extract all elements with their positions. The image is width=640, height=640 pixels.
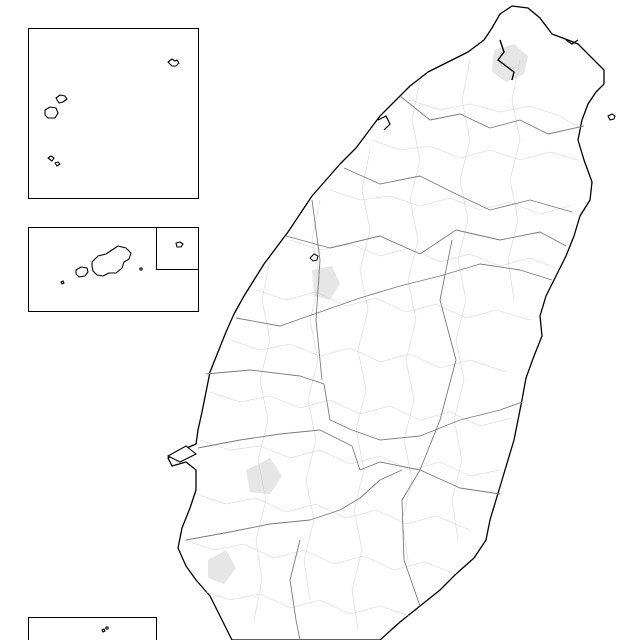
district-line bbox=[329, 189, 571, 215]
danshui-river bbox=[497, 39, 515, 81]
county-border bbox=[289, 539, 301, 640]
island-penghu-main bbox=[91, 245, 132, 277]
county-borders bbox=[185, 95, 585, 640]
island-north-east bbox=[167, 58, 180, 67]
island-south-dots bbox=[101, 626, 109, 633]
district-line bbox=[183, 539, 457, 575]
county-border bbox=[343, 167, 573, 213]
county-border bbox=[285, 229, 567, 255]
kaohsiung-urban-area bbox=[208, 550, 236, 584]
south-islands-inset bbox=[28, 617, 157, 640]
main-island-coastline bbox=[167, 5, 605, 640]
district-line bbox=[199, 589, 411, 617]
district-line bbox=[199, 439, 501, 477]
island-penghu-west bbox=[75, 266, 89, 278]
county-border bbox=[401, 239, 457, 607]
district-line bbox=[401, 79, 421, 561]
taipei-urban-area bbox=[492, 44, 528, 82]
county-border bbox=[197, 429, 501, 495]
tainan-urban-area bbox=[246, 458, 282, 494]
district-line bbox=[451, 59, 471, 541]
district-line bbox=[409, 99, 581, 129]
district-line bbox=[303, 199, 321, 601]
county-border bbox=[185, 469, 403, 541]
county-border bbox=[399, 95, 585, 135]
penghu-inset bbox=[28, 227, 199, 312]
island-penghu-dots bbox=[60, 267, 143, 285]
island-north-cluster bbox=[44, 94, 68, 119]
district-line bbox=[351, 149, 371, 631]
west-coast-lagoon bbox=[166, 445, 198, 463]
district-line bbox=[255, 289, 531, 321]
county-border bbox=[235, 263, 553, 327]
guishan-island bbox=[607, 113, 616, 121]
island-north-small bbox=[47, 155, 61, 167]
district-line bbox=[507, 59, 521, 301]
district-line bbox=[195, 493, 471, 531]
island-penghu-sub bbox=[175, 241, 184, 248]
county-border bbox=[311, 199, 323, 381]
taiwan-main-island bbox=[166, 5, 616, 640]
northeast-bay bbox=[565, 39, 579, 45]
east-coast-bay bbox=[377, 115, 391, 131]
inset-frame-penghu-sub bbox=[156, 227, 199, 270]
urban-density-areas bbox=[208, 44, 528, 584]
west-coast-pond bbox=[309, 253, 319, 262]
county-border bbox=[205, 369, 523, 441]
district-line bbox=[371, 139, 579, 161]
inset-frame-south bbox=[28, 617, 157, 640]
district-line bbox=[253, 259, 271, 621]
north-islands-inset bbox=[28, 28, 199, 199]
